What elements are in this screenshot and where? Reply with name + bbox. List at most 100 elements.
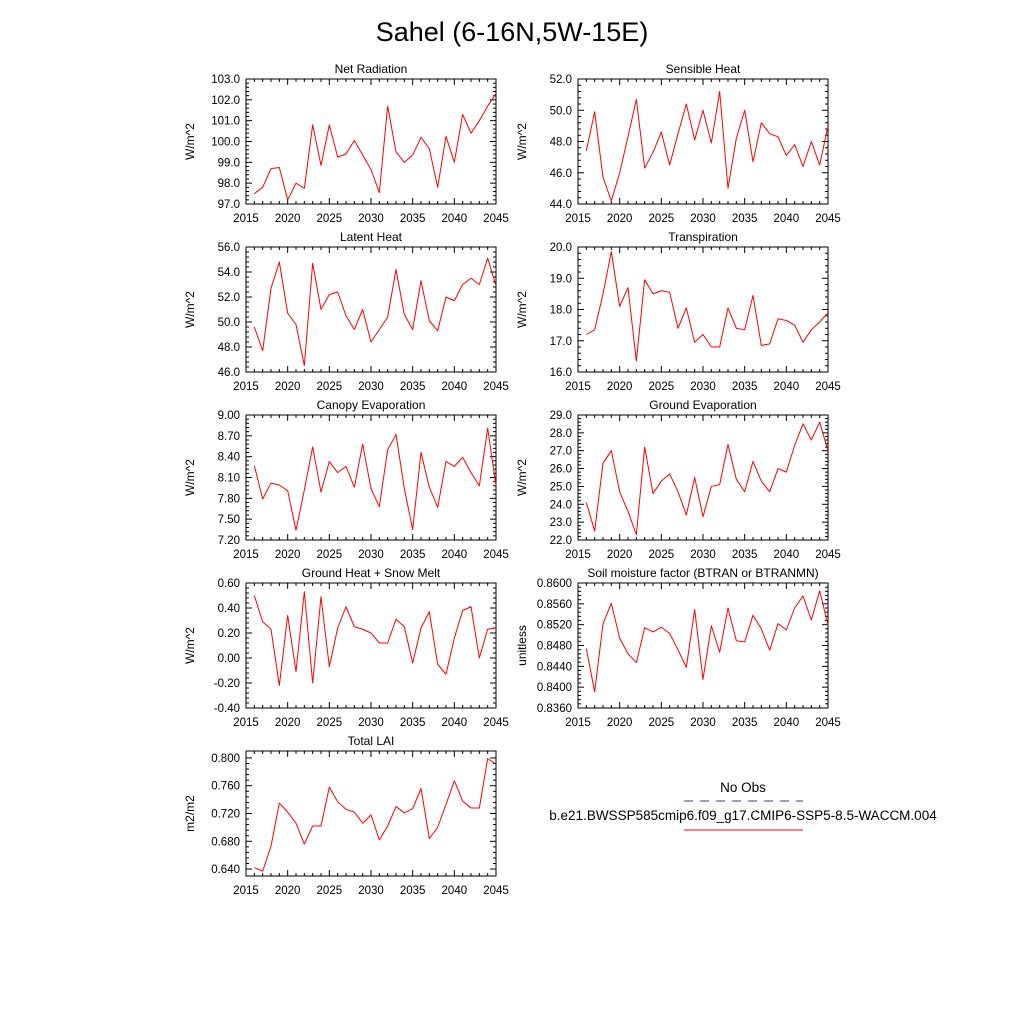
y-tick-label: 7.20 [218,535,240,547]
figure-title: Sahel (6-16N,5W-15E) [376,17,649,47]
y-tick-label: 48.0 [218,342,240,354]
y-tick-label: 0.8480 [537,641,572,653]
panel-title-canopy-evaporation: Canopy Evaporation [317,398,426,412]
y-axis-label-ground-heat-snow-melt: W/m^2 [183,627,197,664]
y-tick-label: 26.0 [550,464,572,476]
y-tick-label: 17.0 [550,336,572,348]
x-tick-label: 2030 [358,549,384,561]
y-tick-label: 0.8400 [537,682,572,694]
y-axis-label-net-radiation: W/m^2 [183,123,197,160]
x-tick-label: 2045 [815,549,841,561]
y-axis-label-latent-heat: W/m^2 [183,291,197,328]
panel-sensible-heat: Sensible Heat W/m^2 2015 2020 2025 2030 2035 20… [515,62,841,225]
x-tick-label: 2045 [815,213,841,225]
x-tick-label: 2035 [732,717,758,729]
y-tick-label: 54.0 [218,267,240,279]
y-tick-label: 46.0 [550,168,572,180]
x-tick-label: 2045 [483,885,509,897]
x-tick-label: 2040 [442,885,468,897]
x-tick-label: 2020 [607,717,633,729]
x-tick-label: 2040 [774,381,800,393]
y-tick-label: 0.20 [218,628,240,640]
y-tick-label: 16.0 [550,367,572,379]
y-tick-label: 103.0 [211,74,240,86]
y-axis-label-sensible-heat: W/m^2 [515,123,529,160]
panel-title-net-radiation: Net Radiation [335,62,408,76]
x-tick-label: 2020 [607,213,633,225]
y-tick-label: 29.0 [550,410,572,422]
y-tick-label: 0.800 [211,753,240,765]
series-line-soil-moisture-factor-btran-or-btranmn [585,590,829,693]
x-tick-label: 2035 [400,717,426,729]
y-tick-label: 0.720 [211,809,240,821]
y-tick-label: 20.0 [550,242,572,254]
x-tick-label: 2045 [815,381,841,393]
y-tick-label: 0.8360 [537,703,572,715]
panel-title-ground-heat-snow-melt: Ground Heat + Snow Melt [302,566,441,580]
y-tick-label: 0.8520 [537,620,572,632]
x-tick-label: 2020 [275,549,301,561]
x-tick-label: 2040 [774,549,800,561]
x-tick-label: 2030 [690,381,716,393]
x-tick-label: 2020 [607,381,633,393]
y-axis-label-soil-moisture-factor-btran-or-btranmn: unitless [515,625,529,666]
x-tick-label: 2025 [649,549,675,561]
x-tick-label: 2025 [317,885,343,897]
x-tick-label: 2030 [690,213,716,225]
x-tick-label: 2030 [358,717,384,729]
panel-title-sensible-heat: Sensible Heat [666,62,741,76]
y-axis-label-canopy-evaporation: W/m^2 [183,459,197,496]
x-tick-label: 2025 [317,381,343,393]
x-tick-label: 2040 [442,213,468,225]
x-tick-label: 2015 [565,549,591,561]
series-line-latent-heat [253,257,497,367]
y-tick-label: 8.10 [218,473,240,485]
y-tick-label: 25.0 [550,481,572,493]
panel-title-soil-moisture-factor-btran-or-btranmn: Soil moisture factor (BTRAN or BTRANMN) [587,566,818,580]
y-tick-label: 0.8600 [537,578,572,590]
series-line-canopy-evaporation [253,427,497,531]
y-tick-label: 100.0 [211,137,240,149]
x-tick-label: 2020 [275,885,301,897]
x-tick-label: 2020 [275,213,301,225]
x-tick-label: 2040 [774,213,800,225]
y-tick-label: 44.0 [550,199,572,211]
y-tick-label: 97.0 [218,199,240,211]
x-tick-label: 2035 [400,549,426,561]
x-tick-label: 2030 [690,549,716,561]
panel-ground-heat-snow-melt: Ground Heat + Snow Melt W/m^2 2015 2020 2025… [183,566,509,729]
y-tick-label: 99.0 [218,157,240,169]
y-tick-label: 28.0 [550,428,572,440]
x-tick-label: 2025 [317,717,343,729]
x-tick-label: 2015 [565,381,591,393]
y-tick-label: 24.0 [550,499,572,511]
y-tick-label: 0.60 [218,578,240,590]
x-tick-label: 2025 [649,213,675,225]
y-tick-label: -0.40 [214,703,240,715]
panels-container: Net Radiation W/m^2 2015 2020 2025 2030 2035 20… [183,62,841,897]
y-tick-label: 23.0 [550,517,572,529]
y-tick-label: 50.0 [218,317,240,329]
x-tick-label: 2035 [732,381,758,393]
x-tick-label: 2015 [233,885,259,897]
y-tick-label: 18.0 [550,305,572,317]
x-tick-label: 2045 [483,381,509,393]
x-tick-label: 2035 [400,381,426,393]
y-tick-label: 101.0 [211,116,240,128]
series-line-net-radiation [254,93,497,201]
y-tick-label: 50.0 [550,105,572,117]
x-tick-label: 2035 [732,213,758,225]
x-tick-label: 2025 [317,549,343,561]
panel-title-latent-heat: Latent Heat [340,230,403,244]
y-tick-label: 0.8560 [537,599,572,611]
x-tick-label: 2030 [358,213,384,225]
x-tick-label: 2040 [774,717,800,729]
x-tick-label: 2045 [483,549,509,561]
panel-title-ground-evaporation: Ground Evaporation [649,398,756,412]
y-tick-label: 56.0 [218,242,240,254]
x-tick-label: 2030 [358,885,384,897]
series-line-ground-heat-snow-melt [253,591,497,686]
y-tick-label: 8.40 [218,452,240,464]
x-tick-label: 2015 [233,717,259,729]
